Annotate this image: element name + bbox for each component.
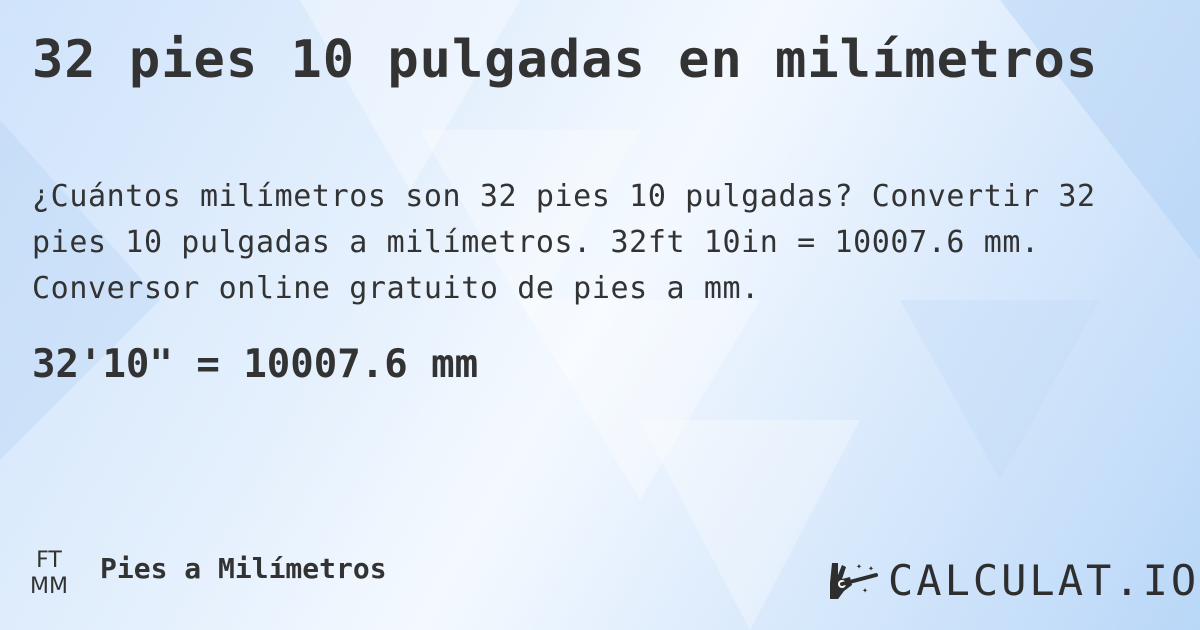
description: ¿Cuántos milímetros son 32 pies 10 pulga…	[32, 179, 1096, 306]
converter-link[interactable]: Pies a Milímetros	[100, 552, 387, 585]
unit-icon: FT MM	[30, 548, 68, 600]
page-title: 32 pies 10 pulgadas en milímetros	[32, 30, 1099, 90]
logo-text: CALCULAT.IO	[888, 556, 1200, 605]
magic-hand-wand-icon: ✦ ✦ ✦	[830, 561, 878, 599]
svg-text:✦: ✦	[856, 561, 862, 572]
unit-to: MM	[30, 574, 68, 599]
svg-text:✦: ✦	[868, 563, 874, 574]
calculat-logo[interactable]: ✦ ✦ ✦ CALCULAT.IO	[828, 556, 1199, 605]
unit-from: FT	[36, 548, 62, 573]
conversion-result: 32'10" = 10007.6 mm	[32, 342, 479, 387]
svg-text:✦: ✦	[862, 585, 868, 596]
